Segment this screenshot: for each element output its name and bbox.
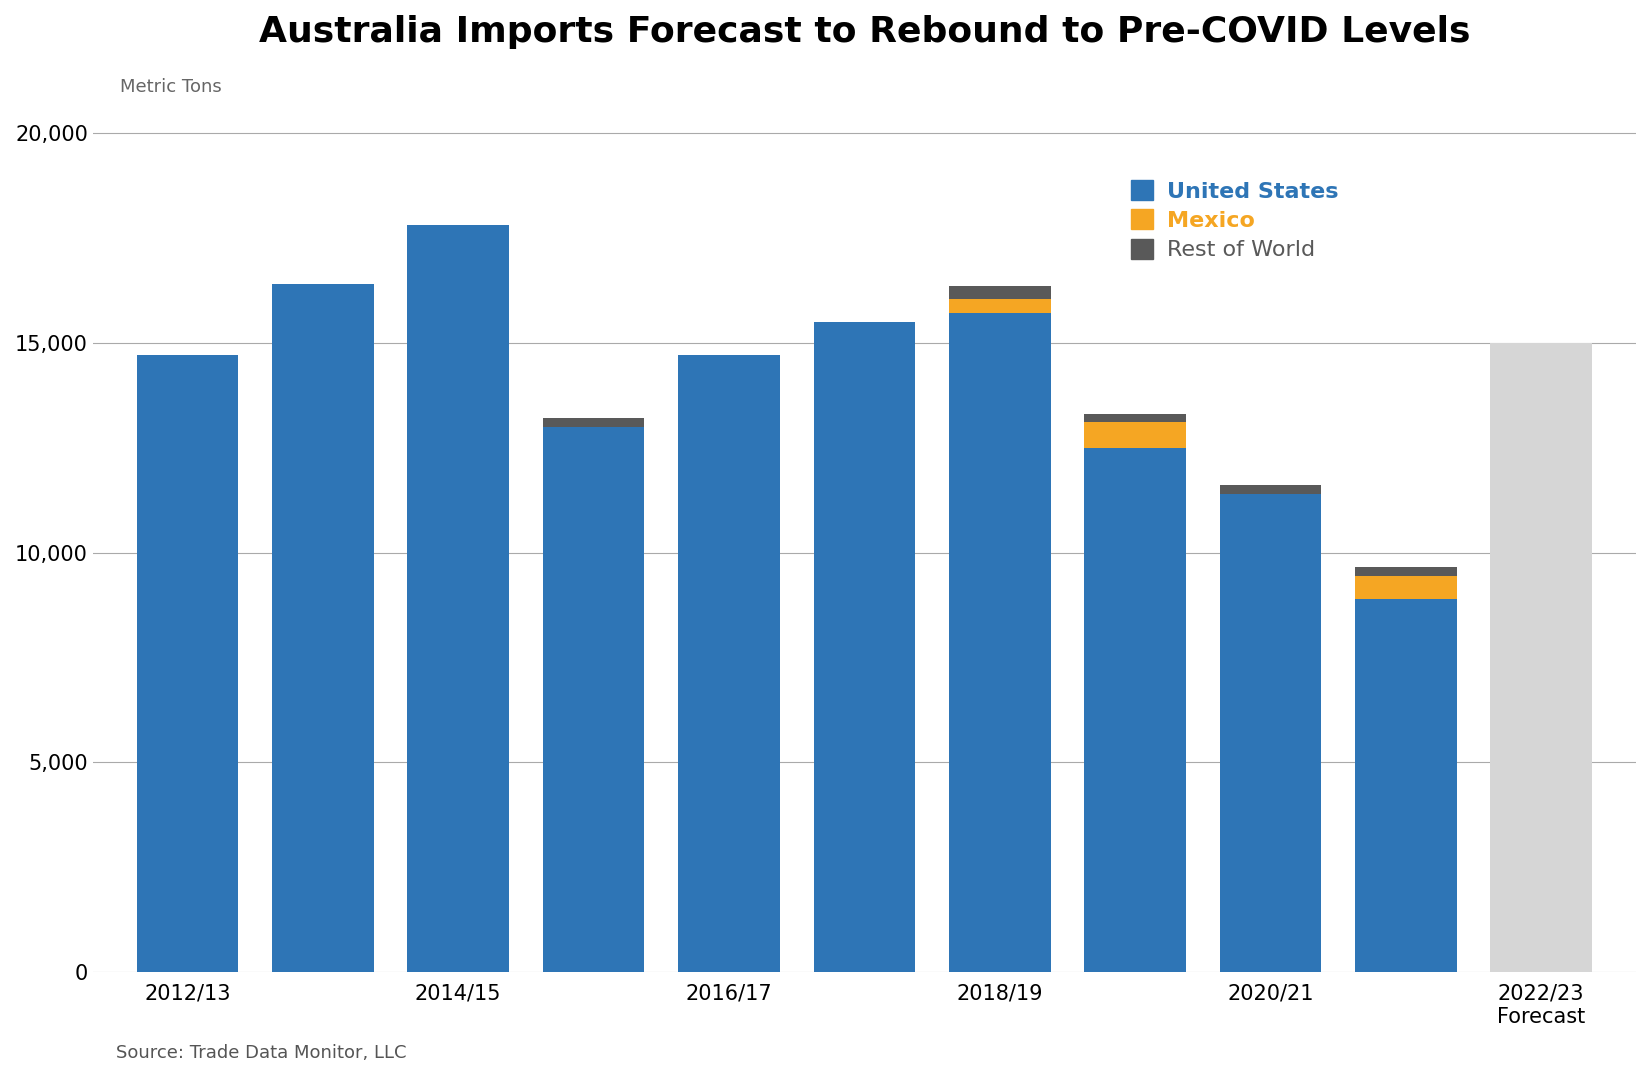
Bar	[408, 225, 509, 972]
Bar	[1355, 567, 1456, 576]
Bar	[1355, 576, 1456, 599]
Bar	[137, 355, 238, 972]
Bar	[1220, 494, 1321, 972]
Text: Source: Trade Data Monitor, LLC: Source: Trade Data Monitor, LLC	[116, 1044, 406, 1062]
Title: Australia Imports Forecast to Rebound to Pre-COVID Levels: Australia Imports Forecast to Rebound to…	[259, 15, 1469, 49]
Bar	[1491, 343, 1592, 972]
Bar	[1355, 599, 1456, 972]
Bar	[1085, 448, 1185, 972]
Bar	[1085, 414, 1185, 422]
Bar	[679, 355, 779, 972]
Bar	[543, 426, 644, 972]
Bar	[543, 418, 644, 426]
Bar	[1220, 485, 1321, 494]
Legend: United States, Mexico, Rest of World: United States, Mexico, Rest of World	[1123, 171, 1347, 269]
Bar	[1085, 422, 1185, 448]
Bar	[949, 314, 1050, 972]
Text: Metric Tons: Metric Tons	[121, 78, 221, 97]
Bar	[272, 284, 373, 972]
Bar	[949, 298, 1050, 314]
Bar	[949, 286, 1050, 298]
Bar	[814, 321, 915, 972]
